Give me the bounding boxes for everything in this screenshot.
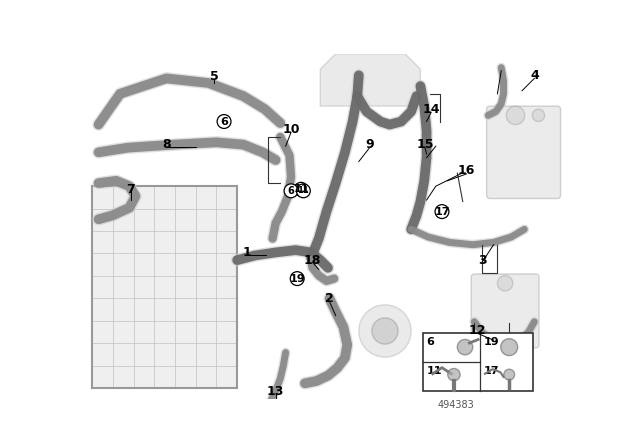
- Circle shape: [458, 340, 473, 355]
- Text: 19: 19: [289, 274, 305, 284]
- Text: 17: 17: [434, 207, 450, 217]
- Text: 1: 1: [243, 246, 252, 259]
- FancyBboxPatch shape: [486, 106, 561, 198]
- Circle shape: [291, 271, 304, 285]
- Text: 4: 4: [530, 69, 539, 82]
- Circle shape: [497, 276, 513, 291]
- Text: 9: 9: [365, 138, 374, 151]
- Circle shape: [532, 109, 545, 121]
- Circle shape: [217, 115, 231, 129]
- Text: 6: 6: [220, 116, 228, 126]
- Text: 3: 3: [477, 254, 486, 267]
- Text: 14: 14: [422, 103, 440, 116]
- Circle shape: [435, 205, 449, 219]
- Text: 10: 10: [282, 123, 300, 136]
- Circle shape: [359, 305, 411, 357]
- Bar: [92, 186, 237, 388]
- Text: 18: 18: [304, 254, 321, 267]
- Text: 6: 6: [287, 186, 294, 196]
- Text: 15: 15: [416, 138, 434, 151]
- Circle shape: [284, 184, 298, 198]
- Polygon shape: [320, 54, 420, 106]
- Circle shape: [500, 339, 518, 356]
- Circle shape: [294, 182, 308, 196]
- Bar: [424, 332, 533, 391]
- Text: 6: 6: [427, 337, 435, 347]
- Text: 11: 11: [293, 184, 309, 194]
- Circle shape: [448, 368, 460, 381]
- Text: 11: 11: [427, 366, 442, 376]
- Text: 5: 5: [210, 70, 218, 83]
- Text: 17: 17: [483, 366, 499, 376]
- Text: 16: 16: [458, 164, 476, 177]
- Circle shape: [506, 106, 525, 125]
- Text: 19: 19: [483, 337, 499, 347]
- FancyBboxPatch shape: [471, 274, 539, 348]
- Circle shape: [372, 318, 398, 344]
- Text: 12: 12: [468, 324, 486, 337]
- Circle shape: [504, 369, 515, 380]
- Text: 494383: 494383: [438, 400, 475, 410]
- Text: 8: 8: [162, 138, 171, 151]
- Text: 13: 13: [267, 384, 284, 397]
- Circle shape: [296, 184, 310, 198]
- Text: 2: 2: [325, 292, 334, 305]
- Text: 7: 7: [127, 183, 135, 196]
- Text: 11: 11: [298, 186, 309, 195]
